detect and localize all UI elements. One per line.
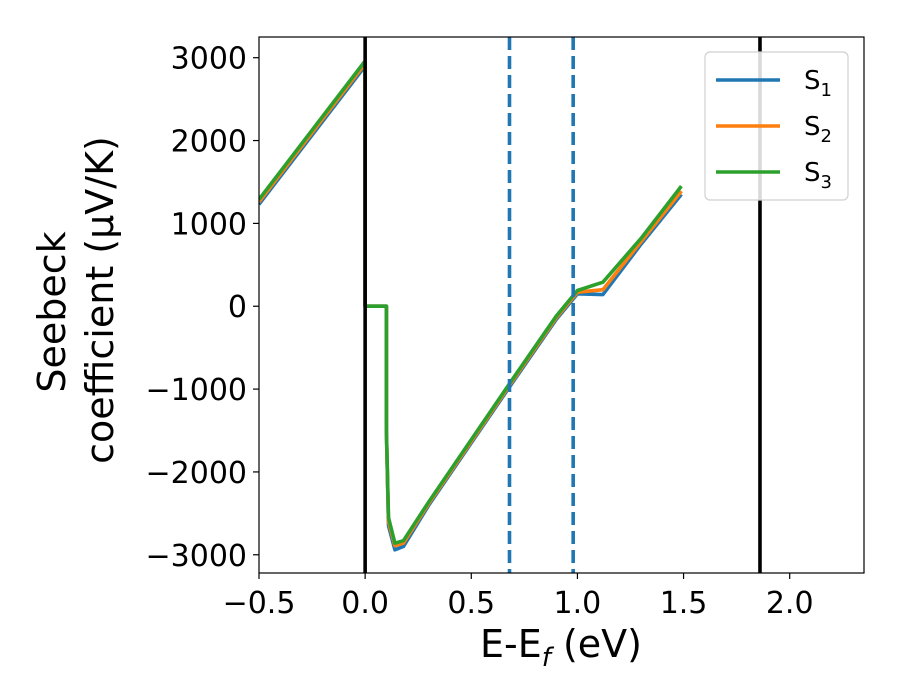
series-line-s2 <box>259 61 683 548</box>
y-tick-label: −3000 <box>146 539 247 574</box>
x-tick-label: 0.5 <box>447 586 495 621</box>
y-axis-title-line1: Seebeck <box>30 231 74 392</box>
y-tick-label: −2000 <box>146 456 247 491</box>
x-axis-title: E-Ef (eV) <box>480 622 642 673</box>
legend-label-s3: S3 <box>804 158 832 193</box>
x-tick-label: 1.5 <box>660 586 708 621</box>
x-tick-label: 1.0 <box>554 586 602 621</box>
x-tick-label: −0.5 <box>223 586 296 621</box>
plot-area <box>259 37 762 573</box>
series-line-s1 <box>259 64 683 552</box>
y-axis-title-line2: coefficient (μV/K) <box>78 136 122 464</box>
legend-label-s2: S2 <box>804 112 832 147</box>
axis-labels: E-Ef (eV) Seebeck coefficient (μV/K) <box>30 136 642 673</box>
legend-label-s1: S1 <box>804 66 832 101</box>
axis-ticks: −0.5 0.0 0.5 1.0 1.5 2.0 3000 2000 1000 0 −1000 −20… <box>146 42 814 621</box>
y-tick-label: 3000 <box>171 42 247 77</box>
y-tick-label: −1000 <box>146 373 247 408</box>
legend: S1 S2 S3 <box>704 51 849 201</box>
plot-frame <box>258 36 865 574</box>
x-tick-label: 2.0 <box>766 586 814 621</box>
y-tick-label: 0 <box>228 290 247 325</box>
x-tick-label: 0.0 <box>341 586 389 621</box>
y-tick-label: 2000 <box>171 125 247 160</box>
y-tick-label: 1000 <box>171 207 247 242</box>
series-line-s3 <box>259 59 683 545</box>
